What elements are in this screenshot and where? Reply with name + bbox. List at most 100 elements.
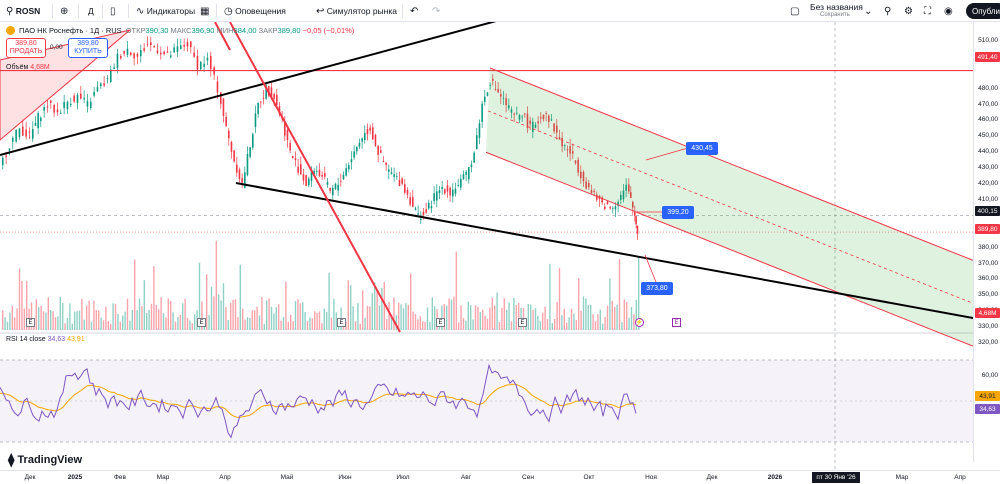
volume-bar [604, 317, 606, 330]
volume-bar [501, 307, 503, 330]
candle-body [292, 155, 294, 159]
price-tick: 470,00 [978, 100, 998, 108]
replay-button[interactable]: ↩ Симулятор рынка [316, 0, 397, 22]
candle-body [321, 174, 323, 177]
volume-bar [107, 320, 109, 330]
time-label: Мар [156, 474, 170, 481]
price-tick: 460,00 [978, 116, 998, 124]
candle-body [73, 95, 75, 102]
volume-bar [30, 302, 33, 330]
candle-body [56, 109, 59, 113]
undo-button[interactable]: ↶ [410, 0, 418, 22]
buy-button[interactable]: 389,80 КУПИТЬ [68, 38, 108, 58]
volume-bar [201, 301, 203, 330]
volume-bar [263, 323, 265, 330]
candle-body [390, 172, 393, 174]
price-tick: 480,00 [978, 84, 998, 92]
trendline-lower [235, 182, 973, 319]
volume-bar [64, 323, 66, 330]
chart-canvas[interactable] [0, 22, 973, 470]
candle-body [210, 56, 212, 70]
candle-body [430, 206, 433, 209]
earnings-marker[interactable]: E [26, 318, 35, 327]
volume-bar [237, 317, 239, 330]
volume-bar [599, 309, 601, 330]
indicators-button[interactable]: ∿ Индикаторы [136, 0, 195, 22]
layouts-button[interactable]: ▦ [200, 0, 209, 22]
candle-body [468, 167, 470, 180]
volume-bar [410, 273, 412, 330]
candle-body [380, 150, 382, 153]
time-axis[interactable]: Дек 2025 Фев Мар Апр Май Июн Июл Авг Сен Окт Ноя Дек… [0, 470, 1000, 484]
candle-body [635, 216, 637, 225]
volume-bar [50, 310, 52, 330]
volume-bar [594, 321, 597, 330]
price-tick: 440,00 [978, 148, 998, 156]
candle-body [353, 151, 355, 158]
candle-body [457, 185, 459, 186]
earnings-marker[interactable]: E [518, 318, 527, 327]
symbol-search[interactable]: ⚲ ROSN [6, 0, 40, 22]
earnings-marker[interactable]: E [672, 318, 681, 327]
volume-bar [321, 323, 323, 330]
candle-body [176, 46, 179, 52]
interval-button[interactable]: Д [88, 0, 94, 22]
lightning-icon[interactable]: ⚡ [635, 318, 644, 327]
volume-bar [105, 306, 107, 330]
candle-body [228, 130, 230, 139]
fullscreen-button[interactable]: ⛶ [924, 0, 931, 22]
price-tick: 510,00 [978, 37, 998, 44]
publish-button[interactable]: Опублик [966, 3, 1000, 19]
sell-button[interactable]: 389,80 ПРОДАТЬ [6, 38, 46, 58]
chevron-down-icon[interactable]: ⌄ [864, 5, 873, 17]
volume-bar [23, 308, 25, 330]
snapshot-button[interactable]: ◉ [944, 0, 953, 22]
candle-body [465, 171, 467, 175]
volume-bar [630, 306, 633, 330]
redo-button[interactable]: ↷ [432, 0, 440, 22]
volume-bar [167, 298, 169, 330]
candle-body [449, 187, 451, 196]
candle-body [548, 115, 550, 122]
volume-bar [611, 300, 613, 330]
tradingview-logo[interactable]: ⧫ TradingView [8, 452, 83, 467]
layout-icon-button[interactable]: ▢ [790, 0, 799, 22]
candle-body [374, 134, 377, 146]
quick-search-button[interactable]: ⚲ [884, 0, 891, 22]
earnings-marker[interactable]: E [337, 318, 346, 327]
callout-lower[interactable]: 373,80 [641, 282, 673, 295]
alerts-button[interactable]: ◷ Оповещения [224, 0, 286, 22]
volume-bar [304, 311, 306, 330]
volume-bar [573, 313, 575, 330]
candle-body [366, 129, 369, 135]
settings-button[interactable]: ⚙ [904, 0, 913, 22]
volume-bar [484, 315, 486, 330]
candle-body [246, 153, 249, 176]
volume-bar [59, 296, 61, 330]
candle-body [564, 145, 566, 147]
volume-bar [582, 296, 585, 330]
volume-bar [21, 280, 23, 330]
earnings-marker[interactable]: E [197, 318, 206, 327]
candle-body [604, 206, 606, 209]
compare-button[interactable]: ⊕ [60, 0, 68, 22]
earnings-marker[interactable]: E [436, 318, 445, 327]
volume-bar [364, 317, 366, 330]
candle-body [136, 53, 139, 57]
chart-type-button[interactable]: ▯ [110, 0, 116, 22]
volume-bar [95, 310, 97, 330]
volume-bar [302, 302, 304, 330]
layout-name[interactable]: Без названия [810, 2, 863, 12]
layout-status: Сохранить [820, 12, 850, 18]
symbol-label: ROSN [15, 6, 41, 16]
candle-body [518, 115, 521, 120]
volume-bar [198, 262, 201, 330]
volume-bar [496, 292, 498, 330]
candle-body [369, 127, 371, 131]
candle-body [270, 87, 273, 99]
volume-bar [74, 311, 76, 330]
callout-middle[interactable]: 399,20 [662, 206, 694, 219]
callout-upper[interactable]: 430,45 [686, 142, 718, 155]
volume-bar [314, 311, 316, 330]
candle-body [93, 91, 95, 96]
